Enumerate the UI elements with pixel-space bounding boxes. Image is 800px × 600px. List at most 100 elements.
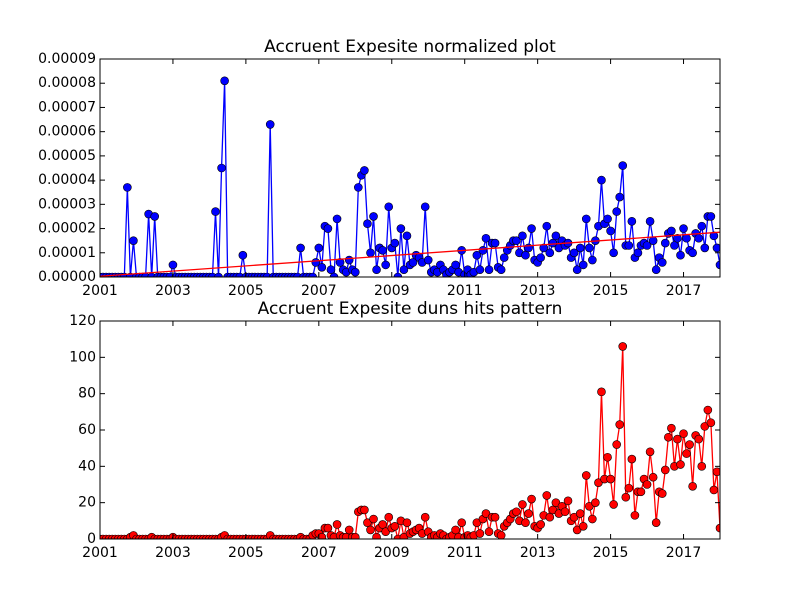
y-tick-label: 0.00000 [38, 269, 96, 285]
data-point [569, 248, 579, 258]
plot-layer [100, 76, 720, 277]
data-point [521, 250, 530, 260]
data-point [545, 248, 555, 258]
data-point [420, 202, 430, 212]
y-tick-label: 80 [78, 386, 96, 402]
data-point [496, 531, 506, 539]
data-point [363, 219, 372, 229]
x-tick-label: 2005 [228, 283, 264, 299]
data-point [660, 465, 670, 475]
data-point [597, 387, 606, 397]
data-point [360, 166, 369, 175]
data-point [423, 255, 433, 265]
data-point [706, 418, 716, 428]
data-point [685, 440, 694, 449]
data-point [378, 520, 387, 529]
data-point [712, 243, 720, 253]
data-point [168, 260, 178, 270]
x-tick-label: 2009 [374, 283, 410, 299]
data-point [682, 449, 691, 458]
data-point [344, 525, 354, 535]
data-point [694, 434, 704, 444]
data-point [715, 523, 720, 533]
data-point [712, 467, 720, 477]
data-point [688, 248, 697, 258]
axes-frame [99, 58, 721, 278]
data-point [496, 265, 506, 275]
data-point [238, 250, 248, 260]
data-point [512, 507, 521, 517]
data-point [700, 243, 710, 253]
data-point [335, 258, 345, 267]
data-point [329, 272, 339, 277]
data-point [591, 498, 600, 507]
x-tick-label: 2003 [155, 283, 191, 299]
data-point [490, 512, 500, 522]
data-point [682, 233, 691, 243]
data-point [308, 272, 318, 277]
data-point [624, 483, 634, 493]
plot-layer [100, 342, 720, 539]
data-point [481, 233, 491, 243]
data-point [603, 214, 612, 224]
data-point [670, 241, 679, 250]
x-tick-label: 2015 [593, 545, 629, 561]
data-point [627, 216, 637, 226]
data-point [606, 226, 615, 236]
data-point [651, 265, 661, 275]
data-point [393, 272, 403, 277]
data-point [542, 221, 552, 231]
y-tick-label: 0.00001 [38, 245, 96, 261]
x-tick-label: 2007 [301, 283, 337, 299]
data-point [706, 212, 716, 221]
data-point [676, 460, 685, 469]
data-point [575, 509, 585, 518]
data-point [560, 507, 570, 517]
data-point [667, 423, 676, 433]
data-point [536, 520, 545, 529]
data-point [484, 527, 494, 537]
data-point [366, 248, 375, 258]
data-point [624, 241, 634, 250]
data-point [499, 253, 509, 262]
data-point [478, 246, 488, 255]
data-point [581, 471, 591, 480]
y-tick-label: 20 [78, 495, 96, 511]
data-point [657, 258, 667, 267]
data-point [475, 529, 485, 538]
data-point [697, 462, 707, 471]
data-point [323, 523, 333, 533]
data-point [296, 243, 305, 253]
data-point [323, 224, 333, 233]
data-point [381, 260, 390, 270]
y-tick-label: 100 [69, 349, 96, 365]
data-point [451, 525, 460, 535]
y-tick-label: 0.00005 [38, 148, 96, 164]
data-point [150, 212, 160, 221]
data-point [527, 224, 536, 233]
y-tick-label: 40 [78, 458, 96, 474]
data-point [512, 236, 521, 245]
data-point [354, 183, 363, 192]
data-point [211, 207, 220, 216]
data-point [545, 512, 555, 522]
data-point [350, 267, 360, 277]
data-point [314, 243, 324, 253]
y-tick-label: 0.00004 [38, 172, 96, 188]
series-line [100, 231, 720, 277]
data-point [651, 518, 661, 527]
data-point [536, 253, 545, 262]
data-point [123, 183, 132, 192]
data-point [609, 500, 618, 509]
data-point [402, 231, 412, 241]
data-point [518, 231, 527, 241]
data-point [551, 231, 561, 241]
data-point [344, 255, 354, 265]
data-point [609, 248, 618, 258]
x-tick-label: 2015 [593, 283, 629, 299]
y-tick-label: 60 [78, 422, 96, 438]
x-tick-label: 2017 [666, 283, 702, 299]
data-point [588, 255, 597, 265]
x-tick-label: 2017 [666, 545, 702, 561]
